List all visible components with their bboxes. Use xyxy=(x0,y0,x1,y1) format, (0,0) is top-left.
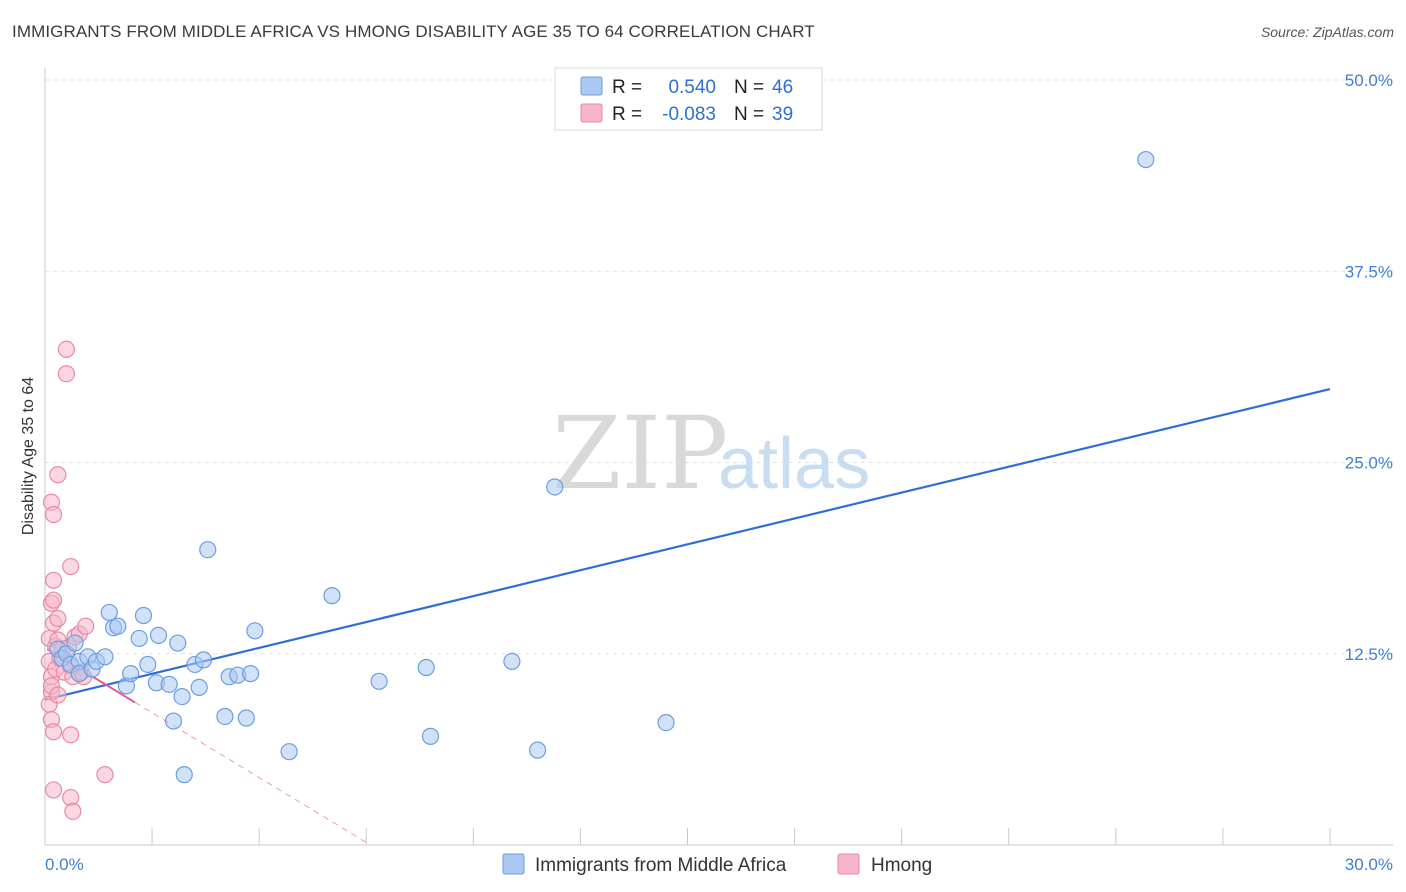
series-swatch-hmong xyxy=(837,853,860,875)
legend-swatch-pink xyxy=(580,103,603,123)
middle-africa-point xyxy=(169,634,187,652)
legend-n-label-1: N = xyxy=(734,77,764,98)
middle-africa-point xyxy=(246,622,264,640)
watermark: ZIP atlas xyxy=(552,395,870,512)
legend-r-value-2: -0.083 xyxy=(662,104,716,125)
middle-africa-point xyxy=(173,687,191,706)
middle-africa-point xyxy=(96,648,114,666)
middle-africa-point xyxy=(546,478,564,496)
middle-africa-point xyxy=(216,707,234,726)
middle-africa-point xyxy=(139,655,157,674)
y-tick-label: 50.0% xyxy=(1345,71,1393,90)
x-tick-label: 30.0% xyxy=(1345,855,1393,874)
middle-africa-point xyxy=(528,741,547,759)
hmong-point xyxy=(44,781,63,799)
middle-africa-point xyxy=(1137,150,1155,169)
middle-africa-point xyxy=(237,709,255,727)
middle-africa-point xyxy=(370,672,388,690)
middle-africa-points xyxy=(49,150,1155,784)
middle-africa-point xyxy=(130,629,148,648)
legend-r-value-1: 0.540 xyxy=(668,77,716,98)
legend-n-value-2: 39 xyxy=(772,104,793,125)
y-tick-label: 12.5% xyxy=(1345,645,1393,664)
hmong-point xyxy=(44,591,63,609)
middle-africa-point xyxy=(242,665,260,683)
trend-line-middle-africa xyxy=(44,387,1331,701)
legend-r-label-1: R = xyxy=(612,77,642,98)
watermark-atlas: atlas xyxy=(718,424,870,504)
middle-africa-point xyxy=(66,634,84,652)
correlation-legend: R = 0.540 N = 46 R = -0.083 N = 39 xyxy=(554,67,823,131)
middle-africa-point xyxy=(280,743,298,761)
middle-africa-point xyxy=(100,603,118,622)
middle-africa-point xyxy=(160,675,178,693)
hmong-point xyxy=(44,505,63,524)
hmong-point xyxy=(57,365,76,383)
y-tick-labels: 12.5% 25.0% 37.5% 50.0% xyxy=(1345,71,1393,664)
middle-africa-point xyxy=(109,617,127,635)
hmong-point xyxy=(49,466,67,484)
gridlines xyxy=(45,79,1393,655)
middle-africa-point xyxy=(323,587,341,605)
middle-africa-point xyxy=(417,658,435,677)
middle-africa-point xyxy=(149,626,168,644)
hmong-point xyxy=(44,723,63,741)
y-tick-label: 37.5% xyxy=(1345,262,1393,281)
chart-title: IMMIGRANTS FROM MIDDLE AFRICA VS HMONG D… xyxy=(12,22,815,41)
hmong-point xyxy=(44,571,63,589)
series-label-middle-africa: Immigrants from Middle Africa xyxy=(535,855,787,876)
hmong-points xyxy=(40,340,114,820)
y-tick-label: 25.0% xyxy=(1345,454,1393,473)
series-legend: Immigrants from Middle Africa Hmong xyxy=(502,853,932,876)
middle-africa-point xyxy=(421,727,440,745)
legend-n-value-1: 46 xyxy=(772,77,793,98)
series-label-hmong: Hmong xyxy=(871,855,932,876)
y-axis-label: Disability Age 35 to 64 xyxy=(20,377,37,535)
hmong-point xyxy=(62,557,80,576)
hmong-point xyxy=(62,726,80,744)
watermark-zip: ZIP xyxy=(552,395,728,512)
hmong-point xyxy=(96,766,114,784)
middle-africa-point xyxy=(175,766,193,784)
legend-swatch-blue xyxy=(580,76,603,96)
hmong-point xyxy=(64,802,82,820)
legend-n-label-2: N = xyxy=(734,104,764,125)
hmong-point xyxy=(77,617,95,635)
hmong-point xyxy=(57,340,76,358)
hmong-point xyxy=(49,686,67,704)
x-tick-label: 0.0% xyxy=(45,855,84,874)
middle-africa-point xyxy=(134,606,153,625)
middle-africa-point xyxy=(190,678,208,697)
series-swatch-middle-africa xyxy=(502,853,525,875)
legend-r-label-2: R = xyxy=(612,104,642,125)
middle-africa-point xyxy=(122,665,140,683)
middle-africa-point xyxy=(657,713,675,732)
middle-africa-point xyxy=(199,541,217,559)
source-label: Source: ZipAtlas.com xyxy=(1260,24,1394,40)
x-tick-labels: 0.0% 30.0% xyxy=(45,855,1393,874)
middle-africa-point xyxy=(164,712,183,730)
middle-africa-point xyxy=(503,652,521,671)
middle-africa-point xyxy=(194,651,213,669)
hmong-point xyxy=(49,609,67,628)
